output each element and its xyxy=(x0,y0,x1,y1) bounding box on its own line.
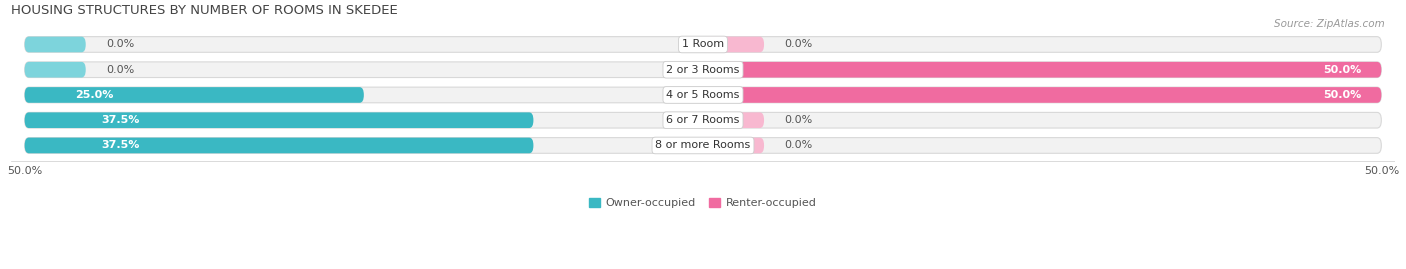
Text: 0.0%: 0.0% xyxy=(785,140,813,150)
FancyBboxPatch shape xyxy=(25,138,1381,153)
Text: 6 or 7 Rooms: 6 or 7 Rooms xyxy=(666,115,740,125)
Text: 0.0%: 0.0% xyxy=(105,65,135,75)
Text: 50.0%: 50.0% xyxy=(1323,65,1361,75)
Text: 0.0%: 0.0% xyxy=(785,40,813,49)
Text: HOUSING STRUCTURES BY NUMBER OF ROOMS IN SKEDEE: HOUSING STRUCTURES BY NUMBER OF ROOMS IN… xyxy=(11,4,398,17)
FancyBboxPatch shape xyxy=(25,37,1381,52)
Text: 25.0%: 25.0% xyxy=(76,90,114,100)
FancyBboxPatch shape xyxy=(703,112,763,128)
Text: Source: ZipAtlas.com: Source: ZipAtlas.com xyxy=(1274,19,1385,29)
Legend: Owner-occupied, Renter-occupied: Owner-occupied, Renter-occupied xyxy=(585,193,821,213)
Text: 0.0%: 0.0% xyxy=(785,115,813,125)
Text: 37.5%: 37.5% xyxy=(101,140,139,150)
Text: 4 or 5 Rooms: 4 or 5 Rooms xyxy=(666,90,740,100)
FancyBboxPatch shape xyxy=(25,62,86,77)
FancyBboxPatch shape xyxy=(25,138,533,153)
Text: 50.0%: 50.0% xyxy=(1323,90,1361,100)
Text: 2 or 3 Rooms: 2 or 3 Rooms xyxy=(666,65,740,75)
FancyBboxPatch shape xyxy=(25,87,1381,103)
FancyBboxPatch shape xyxy=(25,112,533,128)
Text: 0.0%: 0.0% xyxy=(105,40,135,49)
Text: 1 Room: 1 Room xyxy=(682,40,724,49)
FancyBboxPatch shape xyxy=(703,138,763,153)
FancyBboxPatch shape xyxy=(703,37,763,52)
FancyBboxPatch shape xyxy=(703,62,1381,77)
Text: 37.5%: 37.5% xyxy=(101,115,139,125)
FancyBboxPatch shape xyxy=(25,37,86,52)
FancyBboxPatch shape xyxy=(25,112,1381,128)
FancyBboxPatch shape xyxy=(25,62,1381,77)
FancyBboxPatch shape xyxy=(25,87,364,103)
FancyBboxPatch shape xyxy=(703,87,1381,103)
Text: 8 or more Rooms: 8 or more Rooms xyxy=(655,140,751,150)
